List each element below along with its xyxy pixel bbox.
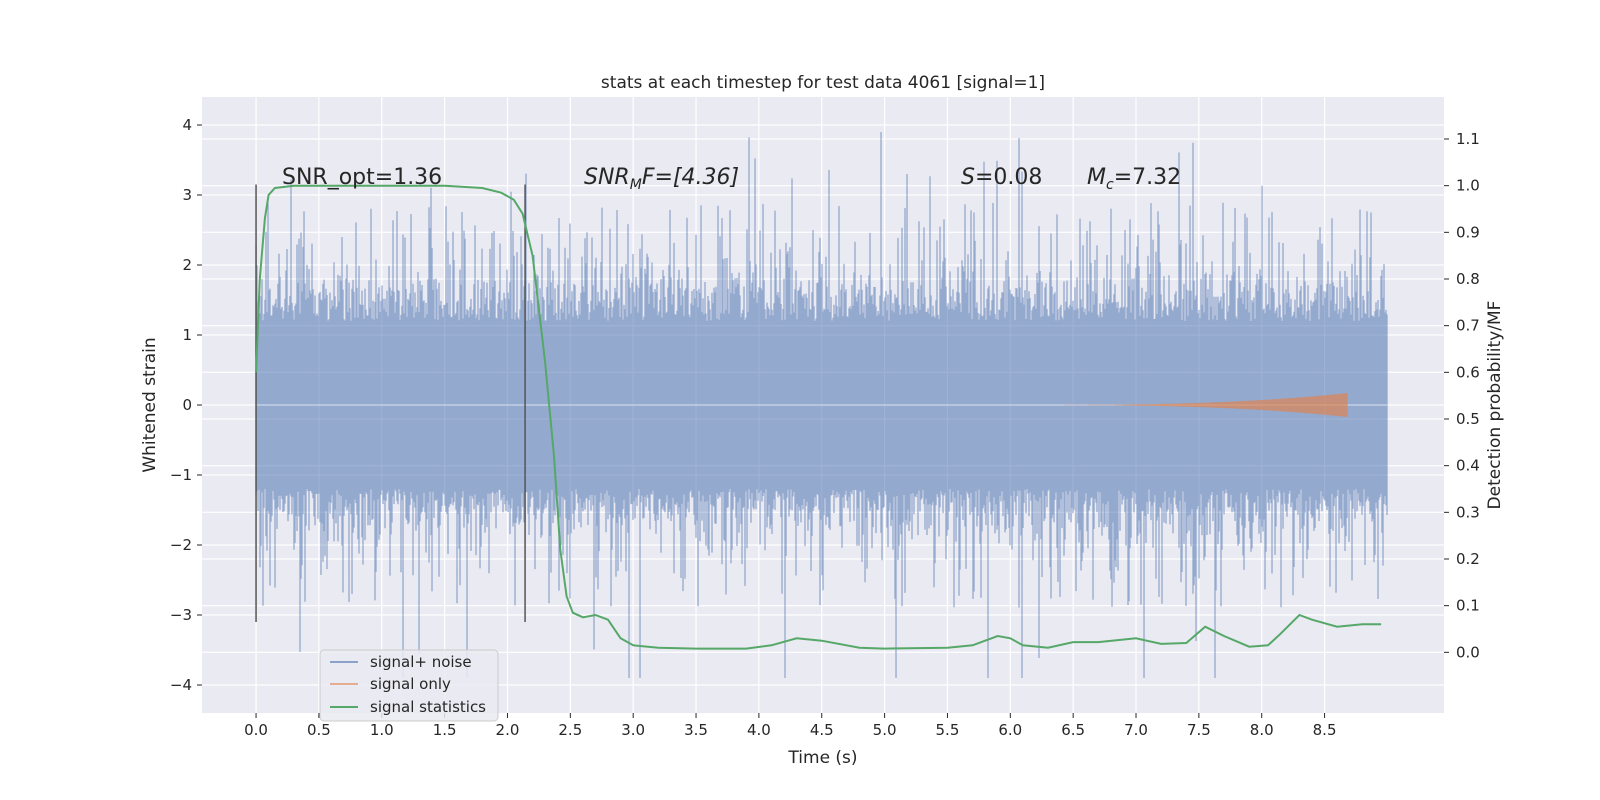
annotation-s: S=0.08 <box>961 165 1042 190</box>
y-tick-label: 0 <box>182 396 192 414</box>
signal-only-trace <box>1064 393 1348 417</box>
y-tick-label: 3 <box>182 186 192 204</box>
y-tick-label: 2 <box>182 256 192 274</box>
x-tick-label: 0.5 <box>307 721 331 739</box>
annotation-s-label: S <box>961 165 975 190</box>
y2-tick-label: 0.1 <box>1456 597 1480 615</box>
x-axis-ticks: 0.0 0.5 1.0 1.5 2.0 2.5 3.0 3.5 4.0 4.5 5.0 5.5 6.0 6… <box>244 713 1337 739</box>
y-tick-label: −4 <box>170 676 192 694</box>
x-tick-label: 6.5 <box>1061 721 1085 739</box>
vertical-markers <box>255 184 526 622</box>
annotation-snr-mf-tail: F=[4.36] <box>642 165 739 190</box>
legend-label-signal-noise: signal+ noise <box>370 653 472 671</box>
y2-axis-ticks: 0.0 0.1 0.2 0.3 0.4 0.5 0.6 0.7 0.8 0.9 1.0 1.1 <box>1444 130 1480 661</box>
annotation-s-value: =0.08 <box>975 165 1042 190</box>
x-tick-label: 4.0 <box>747 721 771 739</box>
annotation-mc-value: =7.32 <box>1114 165 1181 190</box>
chart-title: stats at each timestep for test data 406… <box>601 73 1045 93</box>
y2-tick-label: 0.4 <box>1456 457 1480 475</box>
x-tick-label: 8.0 <box>1250 721 1274 739</box>
legend-label-signal-statistics: signal statistics <box>370 698 486 716</box>
annotation-snr-mf-base: SNR <box>584 165 630 190</box>
annotation-snr-mf-sub: M <box>630 177 642 193</box>
y2-tick-label: 0.8 <box>1456 270 1480 288</box>
y2-tick-label: 1.1 <box>1456 130 1480 148</box>
x-tick-label: 1.0 <box>370 721 394 739</box>
x-tick-label: 2.5 <box>558 721 582 739</box>
y2-tick-label: 0.7 <box>1456 317 1480 335</box>
annotation-snr-mf: SNRMF=[4.36] <box>584 165 739 193</box>
signal-only-series <box>1064 393 1348 417</box>
x-tick-label: 4.5 <box>810 721 834 739</box>
y2-tick-label: 0.9 <box>1456 223 1480 241</box>
y-tick-label: 4 <box>182 116 192 134</box>
x-tick-label: 7.5 <box>1187 721 1211 739</box>
x-tick-label: 5.0 <box>873 721 897 739</box>
annotation-mc-base: M <box>1087 165 1106 190</box>
x-tick-label: 5.5 <box>936 721 960 739</box>
y-axis-label: Whitened strain <box>140 337 160 472</box>
y-tick-label: 1 <box>182 326 192 344</box>
y2-tick-label: 0.2 <box>1456 550 1480 568</box>
y-tick-label: −2 <box>170 536 192 554</box>
x-tick-label: 2.0 <box>496 721 520 739</box>
legend-label-signal-only: signal only <box>370 675 451 693</box>
y-tick-label: −1 <box>170 466 192 484</box>
x-tick-label: 3.0 <box>621 721 645 739</box>
y-tick-label: −3 <box>170 606 192 624</box>
y2-tick-label: 1.0 <box>1456 177 1480 195</box>
x-tick-label: 1.5 <box>433 721 457 739</box>
y2-tick-label: 0.3 <box>1456 503 1480 521</box>
y2-tick-label: 0.5 <box>1456 410 1480 428</box>
x-tick-label: 3.5 <box>684 721 708 739</box>
annotation-snr-opt: SNR_opt=1.36 <box>282 165 442 190</box>
x-tick-label: 0.0 <box>244 721 268 739</box>
y-axis-ticks: −4 −3 −2 −1 0 1 2 3 4 <box>170 116 202 694</box>
y2-tick-label: 0.6 <box>1456 363 1480 381</box>
annotation-mc: Mc=7.32 <box>1087 165 1181 193</box>
x-tick-label: 7.0 <box>1124 721 1148 739</box>
y2-tick-label: 0.0 <box>1456 643 1480 661</box>
signal-statistics-series <box>255 184 1382 650</box>
legend: signal+ noise signal only signal statist… <box>319 649 499 722</box>
x-tick-label: 6.0 <box>998 721 1022 739</box>
x-tick-label: 8.5 <box>1313 721 1337 739</box>
legend-box <box>319 649 499 722</box>
x-axis-label: Time (s) <box>787 748 857 768</box>
annotation-mc-sub: c <box>1106 177 1114 193</box>
signal-statistics-line <box>255 184 1382 650</box>
y2-axis-label: Detection probability/MF <box>1485 301 1505 510</box>
